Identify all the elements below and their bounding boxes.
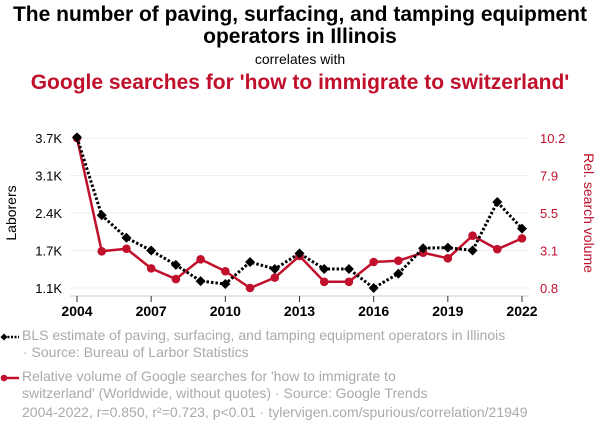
data-point-bls <box>269 263 280 274</box>
y-axis-label-right: Rel. search volume <box>581 153 597 273</box>
y-tick-label-right: 7.9 <box>540 169 558 184</box>
data-point-bls <box>72 132 82 143</box>
data-point-bls <box>492 197 503 208</box>
data-point-bls <box>418 243 429 254</box>
data-point-google <box>270 273 280 282</box>
y-tick-label-right: 10.2 <box>540 131 565 146</box>
data-point-google <box>492 244 502 254</box>
y-tick-label-left: 2.4K <box>35 206 62 221</box>
data-point-google <box>196 254 205 264</box>
x-tick-label: 2007 <box>136 303 167 319</box>
legend-item-google: Relative volume of Google searches for '… <box>0 368 428 402</box>
data-point-bls <box>467 245 478 256</box>
legend-marker-dotted-diamond-icon <box>0 333 19 341</box>
footer-stats: 2004-2022, r=0.850, r²=0.723, p<0.01 · t… <box>22 404 528 420</box>
x-tick-label: 2004 <box>61 303 92 319</box>
data-point-google <box>468 231 477 240</box>
data-point-bls <box>146 245 157 256</box>
data-point-google <box>517 234 527 243</box>
data-point-google <box>97 246 107 256</box>
legend-marker-red-circle-icon <box>0 374 19 382</box>
chart-title-secondary: Google searches for 'how to immigrate to… <box>30 71 570 94</box>
y-tick-label-right: 3.1 <box>540 244 558 259</box>
y-tick-label-right: 5.5 <box>540 206 558 221</box>
data-point-bls <box>368 283 379 293</box>
data-point-google <box>146 264 156 273</box>
data-point-bls <box>220 278 231 289</box>
data-point-google <box>171 274 181 284</box>
data-point-google <box>344 277 354 287</box>
data-point-google <box>369 257 378 267</box>
data-point-bls <box>121 232 132 243</box>
data-point-bls <box>343 263 354 274</box>
right-axis: 10.2 7.9 5.5 3.1 0.8 <box>540 131 565 296</box>
legend-item-bls: BLS estimate of paving, surfacing, and t… <box>0 327 506 361</box>
y-tick-label-left: 1.1K <box>35 281 62 296</box>
data-point-google <box>443 254 453 263</box>
x-tick-label: 2010 <box>210 303 241 319</box>
x-axis: 2004 2007 2010 2013 2016 2019 2022 <box>61 295 538 319</box>
data-point-bls <box>96 210 107 221</box>
chart-title: The number of paving, surfacing, and tam… <box>12 3 588 48</box>
y-axis-label-left: Laborers <box>3 185 19 240</box>
y-tick-label-left: 3.1K <box>35 169 62 184</box>
legend-label-google-line1: Relative volume of Google searches for '… <box>22 368 396 384</box>
series-bls-estimate <box>72 132 527 293</box>
legend-label-bls-line2: · Source: Bureau of Larbor Statistics <box>23 344 249 360</box>
data-point-bls <box>517 223 527 234</box>
y-tick-label-left: 3.7K <box>35 131 62 146</box>
data-point-google <box>245 283 255 293</box>
data-point-google <box>394 256 403 266</box>
x-tick-label: 2022 <box>506 303 537 319</box>
left-axis: 3.7K 3.1K 2.4K 1.7K 1.1K <box>35 131 62 296</box>
data-point-google <box>319 277 329 287</box>
y-tick-label-left: 1.7K <box>35 244 62 259</box>
data-point-google <box>122 244 131 254</box>
data-point-bls <box>170 259 181 270</box>
data-point-bls <box>393 268 404 279</box>
data-point-bls <box>245 257 256 268</box>
data-point-bls <box>442 242 453 253</box>
x-tick-label: 2013 <box>284 303 315 319</box>
x-tick-label: 2016 <box>358 303 389 319</box>
legend-label-google-line2: switzerland' (Worldwide, without quotes)… <box>22 385 428 401</box>
grid <box>70 137 529 289</box>
chart-subtitle: correlates with <box>254 51 346 67</box>
x-tick-label: 2019 <box>432 303 463 319</box>
chart-svg: 3.7K 3.1K 2.4K 1.7K 1.1K 10.2 7.9 5.5 3.1 0.8 20… <box>3 131 597 319</box>
data-point-google <box>221 266 230 276</box>
legend-label-bls-line1: BLS estimate of paving, surfacing, and t… <box>22 327 506 343</box>
data-point-bls <box>294 248 305 259</box>
data-point-bls <box>195 276 206 287</box>
data-point-bls <box>319 263 330 274</box>
y-tick-label-right: 0.8 <box>540 281 558 296</box>
